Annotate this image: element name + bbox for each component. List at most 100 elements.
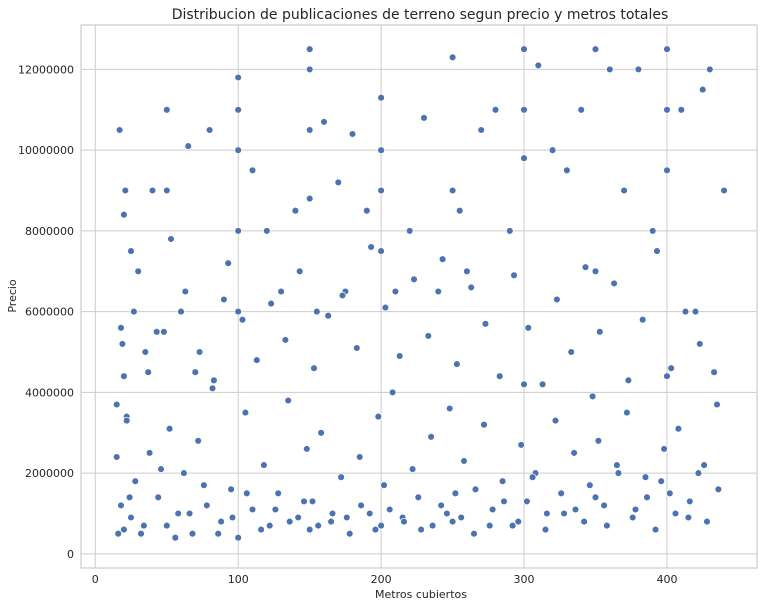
y-tick-label: 12000000 (18, 63, 74, 76)
data-point (327, 517, 335, 526)
data-point (467, 283, 475, 292)
data-point (517, 441, 525, 449)
data-point (520, 45, 528, 53)
data-point (610, 279, 618, 288)
data-point (148, 186, 157, 195)
data-point (448, 517, 457, 526)
data-point (696, 340, 704, 348)
x-tick-labels: 0 100 200 300 400 (92, 573, 678, 586)
data-point (488, 505, 497, 514)
data-point (194, 437, 202, 445)
data-point (210, 376, 218, 385)
data-point (157, 465, 165, 473)
y-axis-label: Precio (6, 279, 19, 313)
data-point (638, 315, 647, 324)
data-point (137, 529, 145, 538)
x-tick-label: 100 (228, 573, 249, 586)
data-point (163, 521, 171, 530)
data-point (594, 437, 603, 445)
data-point (514, 517, 523, 526)
data-point (448, 186, 457, 195)
data-point (200, 481, 208, 489)
data-point (112, 453, 121, 461)
data-point (234, 533, 242, 542)
data-point (234, 227, 242, 235)
data-point (448, 53, 457, 62)
y-tick-label: 4000000 (25, 386, 74, 399)
grid-layer (81, 25, 757, 568)
data-point (127, 513, 135, 522)
data-point (121, 186, 130, 195)
data-point (377, 186, 385, 195)
data-point (377, 93, 385, 102)
data-point (453, 360, 461, 368)
data-point (281, 336, 290, 344)
data-point (305, 194, 314, 203)
data-point (538, 380, 547, 389)
data-point (437, 501, 445, 510)
data-point (112, 400, 121, 409)
data-point (720, 186, 728, 195)
data-point (267, 299, 275, 308)
data-point (528, 473, 537, 481)
data-point (560, 509, 568, 518)
data-point (294, 513, 302, 522)
data-point (400, 517, 408, 526)
data-point (463, 267, 471, 276)
data-point (377, 521, 385, 530)
data-point (460, 457, 468, 465)
data-point (185, 509, 194, 518)
data-point (117, 324, 125, 332)
data-point (570, 449, 578, 457)
y-tick-labels: 0 2000000 4000000 6000000 8000000 10000000 120… (18, 63, 74, 560)
data-point (205, 126, 214, 134)
data-point (248, 505, 257, 514)
data-point (154, 493, 162, 502)
data-point (628, 513, 637, 522)
data-point (648, 227, 657, 235)
data-point (334, 178, 343, 187)
data-point (343, 513, 351, 522)
data-point (485, 521, 494, 530)
data-point (660, 445, 668, 453)
y-tick-label: 10000000 (18, 144, 74, 157)
x-tick-label: 200 (371, 573, 392, 586)
data-point (641, 473, 650, 481)
x-tick-label: 0 (92, 573, 99, 586)
data-point (337, 473, 345, 481)
data-point (606, 65, 614, 74)
data-point (305, 45, 314, 53)
data-point (624, 376, 633, 385)
data-point (506, 227, 514, 235)
data-point (510, 271, 518, 280)
data-point (274, 489, 282, 498)
data-point (303, 445, 311, 453)
data-point (188, 529, 197, 538)
data-point (328, 509, 337, 518)
data-point (691, 307, 700, 316)
data-point (455, 206, 464, 215)
data-point (214, 529, 222, 538)
data-point (317, 429, 325, 437)
data-point (308, 497, 317, 506)
data-point (591, 267, 600, 276)
data-point (353, 344, 361, 352)
data-point (653, 247, 661, 255)
y-tick-label: 8000000 (25, 225, 74, 238)
data-point (234, 146, 242, 154)
data-point (241, 408, 250, 417)
data-point (152, 328, 161, 336)
data-point (141, 348, 150, 356)
data-point (495, 372, 504, 380)
data-point (365, 509, 374, 518)
data-point (305, 65, 314, 74)
data-point (408, 465, 417, 473)
data-point (177, 307, 185, 316)
data-point (643, 493, 651, 502)
data-point (657, 477, 665, 485)
data-point (586, 481, 594, 489)
data-point (171, 533, 180, 542)
data-point (291, 206, 300, 215)
chart-title: Distribucion de publicaciones de terreno… (172, 7, 669, 23)
